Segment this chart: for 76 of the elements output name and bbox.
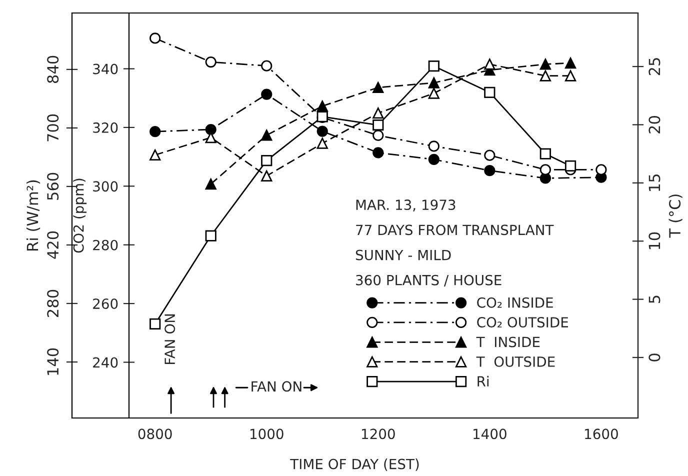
y3-tick-label: 140 <box>47 348 59 375</box>
point <box>596 164 607 176</box>
point <box>484 150 496 161</box>
y2-tick-label: 5 <box>648 296 660 303</box>
point <box>205 230 216 242</box>
y3-axis-title: Ri (W/m²) <box>26 180 40 250</box>
y2-tick-label: 0 <box>648 354 660 362</box>
y-tick-label: 280 <box>93 240 118 250</box>
legend-label: CO₂ OUTSIDE <box>477 317 568 328</box>
x-tick-label: 1000 <box>250 428 284 440</box>
point <box>205 56 216 68</box>
point <box>428 60 440 72</box>
point <box>150 149 161 161</box>
point <box>428 88 440 99</box>
point <box>540 148 551 160</box>
point <box>372 82 384 94</box>
annotation: SUNNY - MILD <box>356 250 451 260</box>
y-tick-label: 300 <box>93 181 118 192</box>
point <box>564 160 576 172</box>
y-tick-label: 320 <box>93 122 118 133</box>
point <box>428 154 440 165</box>
point <box>540 164 551 176</box>
y-axis-title: CO2 (ppm) <box>73 178 87 253</box>
x-tick-label: 1600 <box>585 428 618 440</box>
y2-tick-label: 25 <box>648 58 660 76</box>
point <box>372 119 384 131</box>
point <box>205 178 216 190</box>
x-tick-label: 1200 <box>362 428 395 440</box>
point <box>150 126 161 138</box>
point <box>564 57 576 69</box>
annotation: FAN ON <box>252 381 302 392</box>
y-tick-label: 340 <box>93 64 118 74</box>
legend-label: T OUTSIDE <box>476 356 555 367</box>
point <box>261 88 272 100</box>
point <box>261 130 272 141</box>
annotation: 360 PLANTS / HOUSE <box>356 274 502 286</box>
legend-label: Ri <box>478 376 489 386</box>
point <box>316 100 328 112</box>
legend-label: T INSIDE <box>476 336 540 348</box>
point <box>484 58 496 70</box>
annotation: FAN ON <box>164 314 176 364</box>
point <box>316 138 328 149</box>
point <box>372 130 384 141</box>
point <box>428 140 440 152</box>
y-tick-label: 240 <box>93 357 118 368</box>
annotation: 77 DAYS FROM TRANSPLANT <box>356 224 554 236</box>
y2-tick-label: 15 <box>648 174 660 191</box>
point <box>540 58 551 70</box>
y2-axis-title: T (°C) <box>668 194 682 238</box>
x-tick-label: 1400 <box>474 428 506 440</box>
point <box>372 108 384 119</box>
y3-tick-label: 560 <box>47 172 59 200</box>
point <box>428 77 440 88</box>
point <box>564 70 576 82</box>
y3-tick-label: 280 <box>47 290 59 317</box>
x-tick-label: 0800 <box>138 428 172 440</box>
point <box>205 124 216 136</box>
annotation: MAR. 13, 1973 <box>356 200 456 212</box>
x-axis-title: TIME OF DAY (EST) <box>290 458 419 471</box>
y3-tick-label: 420 <box>47 231 59 259</box>
point <box>484 165 496 176</box>
point <box>261 60 272 72</box>
point <box>150 318 161 330</box>
legend-label: CO₂ INSIDE <box>477 297 553 308</box>
y3-tick-label: 700 <box>47 114 59 142</box>
y-tick-label: 260 <box>93 298 118 310</box>
point <box>372 147 384 158</box>
point <box>540 70 551 82</box>
y2-tick-label: 20 <box>648 116 660 134</box>
point <box>261 154 272 166</box>
point <box>484 86 496 98</box>
y3-tick-label: 840 <box>47 56 59 83</box>
point <box>316 126 328 137</box>
point <box>261 170 272 182</box>
point <box>150 32 161 44</box>
y2-tick-label: 10 <box>648 232 660 250</box>
